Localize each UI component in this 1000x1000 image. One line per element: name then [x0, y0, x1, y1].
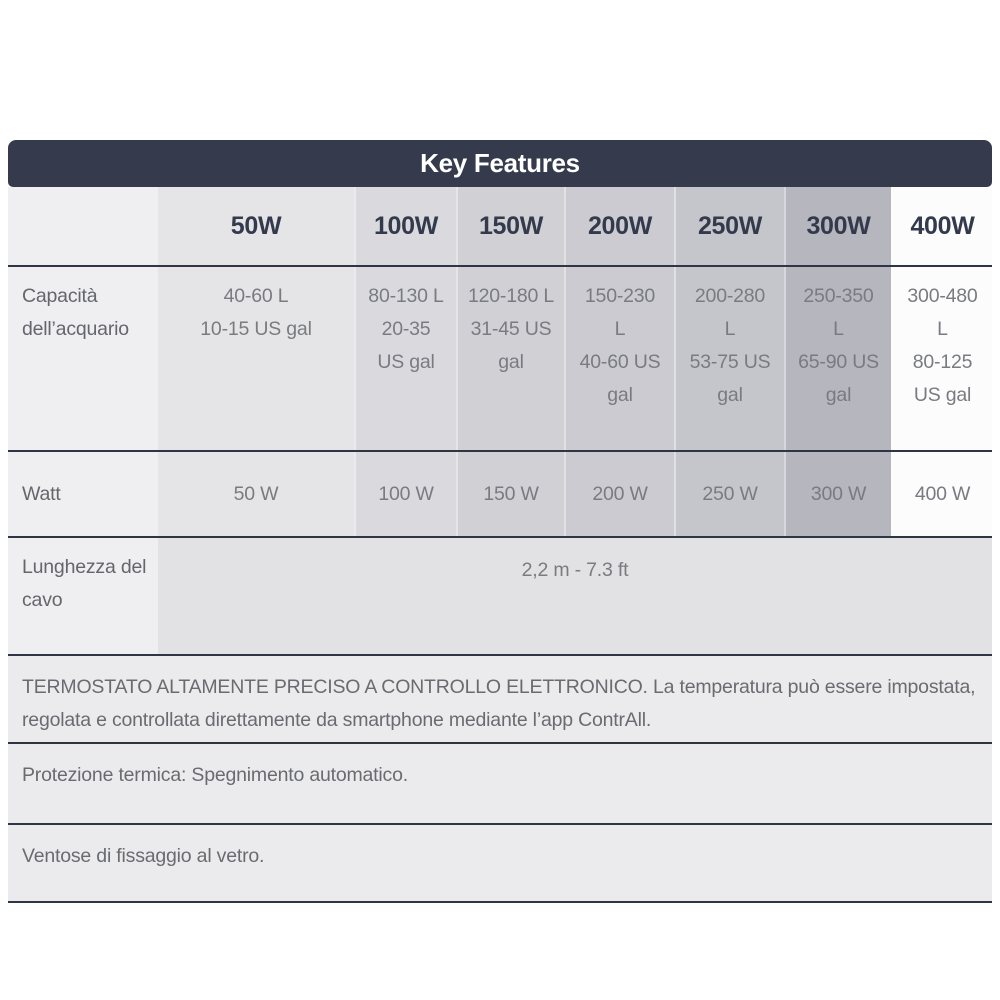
cable-length-value: 2,2 m - 7.3 ft	[158, 538, 992, 654]
column-header-150w: 150W	[456, 187, 564, 265]
capacity-value-200w: 150-230 L 40-60 US gal	[564, 267, 674, 450]
capacity-row-label: Capacità dell’acquario	[8, 267, 158, 450]
column-header-row: 50W 100W 150W 200W 250W 300W 400W	[8, 187, 992, 267]
watt-value-400w: 400 W	[891, 452, 992, 536]
column-header-300w: 300W	[784, 187, 891, 265]
cable-length-row: Lunghezza del cavo 2,2 m - 7.3 ft	[8, 538, 992, 656]
capacity-value-150w: 120-180 L 31-45 US gal	[456, 267, 564, 450]
column-header-50w: 50W	[158, 187, 354, 265]
watt-value-300w: 300 W	[784, 452, 891, 536]
feature-thermal-protection-text: Protezione termica: Spegnimento automati…	[8, 744, 992, 825]
watt-row: Watt 50 W 100 W 150 W 200 W 250 W 300 W …	[8, 452, 992, 538]
capacity-value-300w: 250-350 L 65-90 US gal	[784, 267, 891, 450]
table-title-bar: Key Features	[8, 140, 992, 187]
capacity-value-400w: 300-480 L 80-125 US gal	[891, 267, 992, 450]
table-title: Key Features	[420, 148, 580, 178]
watt-value-50w: 50 W	[158, 452, 354, 536]
watt-row-label: Watt	[8, 452, 158, 536]
watt-value-200w: 200 W	[564, 452, 674, 536]
column-header-400w: 400W	[891, 187, 992, 265]
capacity-value-100w: 80-130 L 20-35 US gal	[354, 267, 456, 450]
feature-thermostat-text: TERMOSTATO ALTAMENTE PRECISO A CONTROLLO…	[8, 656, 992, 744]
column-header-100w: 100W	[354, 187, 456, 265]
corner-cell	[8, 187, 158, 265]
key-features-table: Key Features 50W 100W 150W 200W 250W 300…	[8, 140, 992, 903]
feature-suction-cups-text: Ventose di fissaggio al vetro.	[8, 825, 992, 903]
capacity-row: Capacità dell’acquario 40-60 L 10-15 US …	[8, 267, 992, 452]
capacity-value-250w: 200-280 L 53-75 US gal	[674, 267, 784, 450]
column-header-250w: 250W	[674, 187, 784, 265]
cable-length-label: Lunghezza del cavo	[8, 538, 158, 654]
column-header-200w: 200W	[564, 187, 674, 265]
watt-value-250w: 250 W	[674, 452, 784, 536]
watt-value-100w: 100 W	[354, 452, 456, 536]
capacity-value-50w: 40-60 L 10-15 US gal	[158, 267, 354, 450]
watt-value-150w: 150 W	[456, 452, 564, 536]
